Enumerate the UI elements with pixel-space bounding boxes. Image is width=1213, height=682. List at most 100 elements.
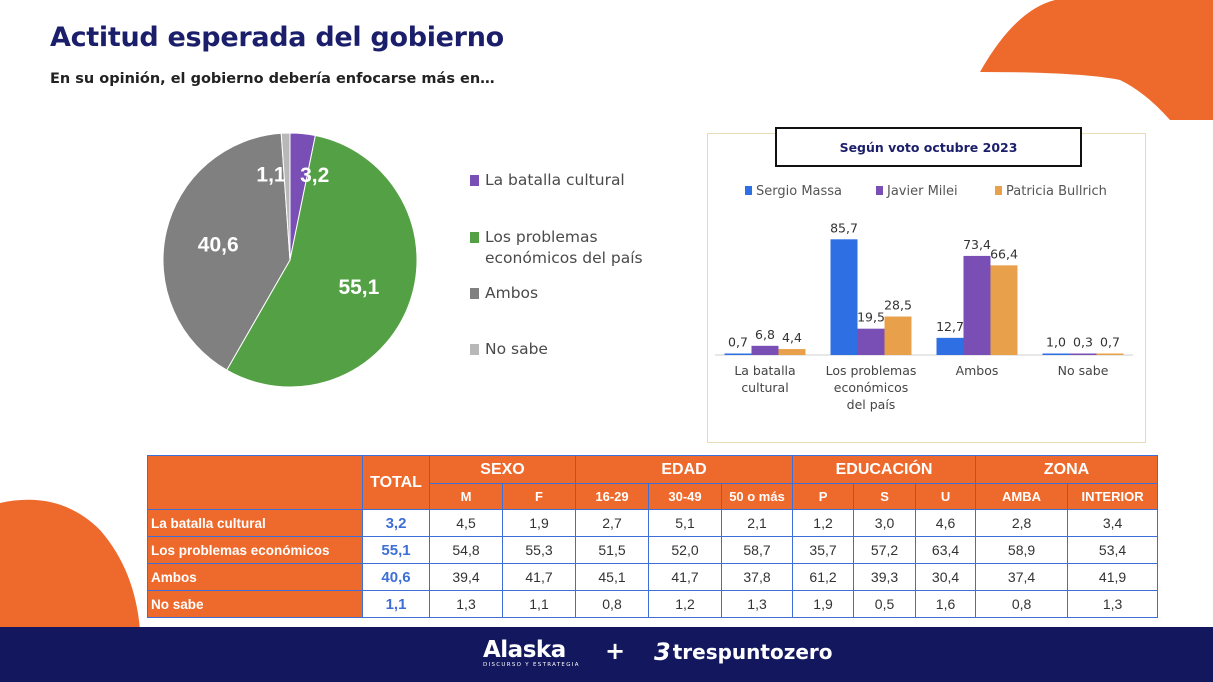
bar-legend-swatch <box>995 186 1002 195</box>
table-cell: 41,7 <box>648 563 722 591</box>
bar-category-label: económicos <box>834 380 908 395</box>
row-label: Los problemas económicos <box>147 536 363 564</box>
legend-label: Los problemas <box>485 228 598 246</box>
top-right-decoration <box>980 0 1213 120</box>
legend-item-problemas: Los problemas económicos del país <box>470 227 700 269</box>
subheader: INTERIOR <box>1067 483 1159 510</box>
bar-legend-label: Patricia Bullrich <box>1006 184 1107 199</box>
bar-data-label: 73,4 <box>963 237 991 252</box>
table-cell: 2,8 <box>975 509 1069 537</box>
table-cell: 1,9 <box>502 509 576 537</box>
row-label: No sabe <box>147 590 363 618</box>
bar-chart-title: Según voto octubre 2023 <box>775 127 1082 167</box>
bar <box>1069 353 1097 355</box>
table-cell: 1,1 <box>502 590 576 618</box>
table-cell: 54,8 <box>429 536 503 564</box>
row-label: La batalla cultural <box>147 509 363 537</box>
pie-chart: 3,2 55,1 40,6 1,1 <box>162 132 418 388</box>
trespuntozero-mark-icon: 3 <box>654 638 671 666</box>
pie-slice <box>162 132 291 371</box>
table-cell: 1,3 <box>1067 590 1159 618</box>
table-row: La batalla cultural 3,2 4,5 1,9 2,7 5,1 2,1 1,2… <box>147 509 1159 537</box>
bar-data-label: 4,4 <box>782 330 802 345</box>
bar-data-label: 6,8 <box>755 327 775 342</box>
subheader: AMBA <box>975 483 1069 510</box>
alaska-logo: Alaska DISCURSO Y ESTRATEGIA <box>483 638 580 668</box>
table-cell: 39,3 <box>853 563 917 591</box>
bar-category-label: cultural <box>741 380 788 395</box>
footer-bar <box>0 627 1213 682</box>
table-cell: 4,5 <box>429 509 503 537</box>
table-cell: 51,5 <box>575 536 649 564</box>
table-cell: 58,9 <box>975 536 1069 564</box>
table-cell: 1,2 <box>648 590 722 618</box>
table-corner <box>147 455 363 510</box>
table-cell: 3,4 <box>1067 509 1159 537</box>
bar-data-label: 0,3 <box>1073 335 1093 350</box>
table-cell: 52,0 <box>648 536 722 564</box>
legend-swatch <box>470 232 479 243</box>
bar-data-label: 19,5 <box>857 310 885 325</box>
alaska-logo-text: Alaska <box>483 637 566 663</box>
bar <box>857 328 885 355</box>
table-cell: 1,9 <box>792 590 855 618</box>
legend-item-batalla: La batalla cultural <box>470 170 700 191</box>
row-total: 40,6 <box>362 563 430 591</box>
table-cell: 37,4 <box>975 563 1069 591</box>
bar-legend-label: Javier Milei <box>886 184 958 199</box>
row-total: 3,2 <box>362 509 430 537</box>
subheader: 30-49 <box>648 483 722 510</box>
table-cell: 55,3 <box>502 536 576 564</box>
bar <box>936 337 964 355</box>
subheader: 16-29 <box>575 483 649 510</box>
header-total: TOTAL <box>362 455 430 510</box>
subheader: S <box>853 483 917 510</box>
header-group-edad: EDAD <box>574 455 794 484</box>
table-cell: 0,8 <box>575 590 649 618</box>
header-group-zona: ZONA <box>975 455 1159 484</box>
table-row: Ambos 40,6 39,4 41,7 45,1 41,7 37,8 61,2 39,3 30,… <box>147 563 1159 591</box>
crosstab-table: TOTAL SEXO EDAD EDUCACIÓN ZONA M F 16-29… <box>147 455 1159 618</box>
table-cell: 61,2 <box>792 563 855 591</box>
table-row: No sabe 1,1 1,3 1,1 0,8 1,2 1,3 1,9 0,5 1,6 0,8 1,3 <box>147 590 1159 618</box>
bar <box>1096 353 1124 355</box>
page-title: Actitud esperada del gobierno <box>50 22 504 53</box>
table-row: Los problemas económicos 55,1 54,8 55,3 51,5… <box>147 536 1159 564</box>
table-cell: 1,3 <box>429 590 503 618</box>
table-cell: 1,6 <box>915 590 977 618</box>
table-cell: 5,1 <box>648 509 722 537</box>
bar-category-label: No sabe <box>1058 363 1109 378</box>
subheader: P <box>792 483 855 510</box>
bar-legend-swatch <box>876 186 883 195</box>
legend-swatch <box>470 175 479 186</box>
legend-swatch <box>470 288 479 299</box>
table-cell: 30,4 <box>915 563 977 591</box>
legend-item-nosabe: No sabe <box>470 339 700 360</box>
table-cell: 53,4 <box>1067 536 1159 564</box>
bar <box>830 239 858 355</box>
alaska-logo-tagline: DISCURSO Y ESTRATEGIA <box>483 662 580 668</box>
bar <box>1042 353 1070 355</box>
plus-sign: + <box>605 637 626 665</box>
header-group-educacion: EDUCACIÓN <box>792 455 977 484</box>
table-cell: 4,6 <box>915 509 977 537</box>
bar-data-label: 0,7 <box>728 335 748 350</box>
bar-data-label: 12,7 <box>936 319 964 334</box>
bar-data-label: 66,4 <box>990 246 1018 261</box>
subheader: U <box>915 483 977 510</box>
table-cell: 39,4 <box>429 563 503 591</box>
legend-label: No sabe <box>485 340 548 358</box>
table-cell: 41,9 <box>1067 563 1159 591</box>
bar-category-label: Ambos <box>956 363 999 378</box>
table-cell: 1,2 <box>792 509 855 537</box>
table-cell: 2,7 <box>575 509 649 537</box>
header-group-sexo: SEXO <box>429 455 576 484</box>
table-cell: 0,8 <box>975 590 1069 618</box>
table-cell: 37,8 <box>720 563 794 591</box>
bar <box>963 255 991 355</box>
bar-data-label: 0,7 <box>1100 335 1120 350</box>
subheader: F <box>502 483 576 510</box>
subheader: 50 o más <box>720 483 794 510</box>
legend-swatch <box>470 344 479 355</box>
bar <box>884 316 912 355</box>
